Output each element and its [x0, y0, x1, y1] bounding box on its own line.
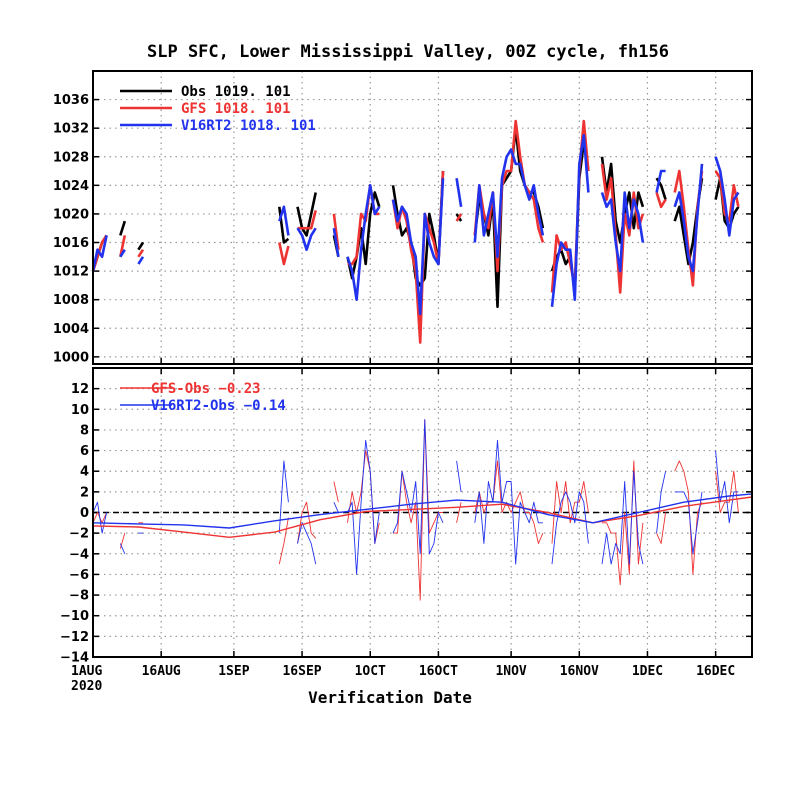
bottom-ytick-label: 12	[71, 382, 89, 397]
series-gfs-line	[278, 242, 290, 266]
top-ytick-label: 1036	[53, 93, 89, 108]
xtick-year-label: 2020	[71, 679, 102, 694]
top-ytick-label: 1028	[53, 150, 89, 165]
xtick-label: 1AUG	[71, 664, 102, 679]
bottom-panel: −14 −12 −10 −8 −6 −4 −2 0 2 4 6 8 10 12 GFS-Obs −0.23V…	[60, 367, 753, 666]
series-gfs-obs-running-mean-line	[92, 496, 753, 538]
bottom-ytick-label: 0	[80, 506, 89, 521]
series-v16rt2-obs-daily-line	[119, 543, 126, 554]
bottom-frame	[92, 367, 753, 658]
top-ytick-label: 1016	[53, 236, 89, 251]
series-v16rt2-line	[391, 178, 445, 316]
xtick-label: 1OCT	[355, 664, 386, 679]
series-v16rt2-line	[714, 156, 740, 237]
series-v16rt2-line	[655, 169, 666, 193]
xtick-label: 1NOV	[495, 664, 526, 679]
bottom-ytick-label: −2	[69, 527, 89, 542]
top-frame	[92, 70, 753, 365]
bottom-ytick-label: −6	[69, 568, 89, 583]
legend-label-obs: Obs 1019. 101	[181, 84, 291, 100]
xtick-label: 1DEC	[632, 664, 663, 679]
series-v16rt2-obs-daily-line	[297, 522, 317, 565]
series-gfs-obs-daily-line	[278, 517, 289, 565]
top-panel: 1000 1004 1008 1012 1016 1020 1024 1028 1032 1036…	[53, 70, 753, 365]
top-ytick-label: 1012	[53, 265, 89, 280]
xtick-label: 16NOV	[560, 664, 599, 679]
xtick-label: 16SEP	[282, 664, 321, 679]
series-v16rt2-line	[550, 134, 590, 307]
series-v16rt2-obs-daily-line	[456, 460, 462, 492]
series-v16rt2-obs-daily-line	[392, 419, 444, 555]
legend-label-gfs: GFS 1018. 101	[181, 101, 291, 117]
series-v16rt2-obs-daily-line	[278, 460, 289, 534]
series-gfs-obs-daily-line	[674, 460, 703, 575]
series-gfs-line	[655, 192, 667, 209]
series-v16rt2-line	[673, 163, 704, 273]
series-gfs-obs-daily-line	[297, 501, 317, 544]
bottom-ytick-label: 4	[80, 465, 89, 480]
series-v16rt2-obs-daily-line	[474, 439, 543, 565]
series-v16rt2-obs-running-mean-line	[92, 493, 753, 529]
series-obs-line	[137, 241, 145, 251]
bottom-ytick-label: −12	[60, 630, 89, 645]
series-v16rt2-line	[296, 227, 317, 251]
legend-label-v16rt2-obs: V16RT2-Obs −0.14	[151, 398, 286, 414]
series-gfs-line	[137, 248, 145, 258]
series-v16rt2-obs-daily-line	[333, 502, 339, 513]
bottom-ytick-label: 8	[80, 423, 89, 438]
xtick-label: 16DEC	[696, 664, 735, 679]
series-gfs-line	[297, 210, 317, 230]
top-ytick-label: 1004	[53, 322, 89, 337]
x-axis-label: Verification Date	[308, 688, 472, 707]
series-v16rt2-line	[600, 191, 645, 273]
series-v16rt2-obs-daily-line	[715, 450, 739, 524]
top-ytick-label: 1000	[53, 350, 89, 365]
xtick-label: 16AUG	[142, 664, 181, 679]
series-v16rt2-line	[473, 148, 545, 259]
series-v16rt2-obs-daily-line	[656, 471, 667, 534]
series-obs-line	[119, 220, 127, 236]
legend-label-gfs-obs: GFS-Obs −0.23	[151, 381, 261, 397]
series-gfs-obs-daily-line	[333, 481, 339, 503]
bottom-ytick-label: −10	[60, 609, 89, 624]
top-ytick-label: 1020	[53, 207, 89, 222]
top-ytick-label: 1008	[53, 293, 89, 308]
xtick-label: 1SEP	[218, 664, 249, 679]
series-gfs-obs-daily-line	[456, 502, 462, 523]
bottom-ytick-label: −14	[60, 651, 89, 666]
series-v16rt2-line	[332, 227, 340, 258]
bottom-ytick-label: 6	[80, 444, 89, 459]
top-ytick-label: 1024	[53, 179, 89, 194]
bottom-ytick-label: 2	[80, 485, 89, 500]
series-v16rt2-line	[119, 249, 126, 258]
bottom-series	[92, 419, 753, 601]
bottom-ytick-label: −8	[69, 589, 89, 604]
series-gfs-obs-daily-line	[551, 481, 589, 544]
legend-label-v16rt2: V16RT2 1018. 101	[181, 118, 316, 134]
series-v16rt2-line	[278, 205, 290, 236]
top-series	[91, 119, 740, 344]
series-v16rt2-line	[91, 235, 108, 272]
xtick-label: 16OCT	[419, 664, 458, 679]
chart-title: SLP SFC, Lower Mississippi Valley, 00Z c…	[147, 42, 669, 62]
series-v16rt2-line	[346, 184, 381, 301]
series-gfs-obs-daily-line	[656, 512, 667, 544]
series-gfs-line	[455, 213, 463, 222]
series-v16rt2-line	[137, 256, 145, 265]
top-ytick-label: 1032	[53, 122, 89, 137]
series-obs-line	[296, 192, 317, 237]
bottom-ytick-label: 10	[71, 403, 89, 418]
series-v16rt2-line	[455, 177, 463, 208]
bottom-ytick-label: −4	[69, 547, 89, 562]
